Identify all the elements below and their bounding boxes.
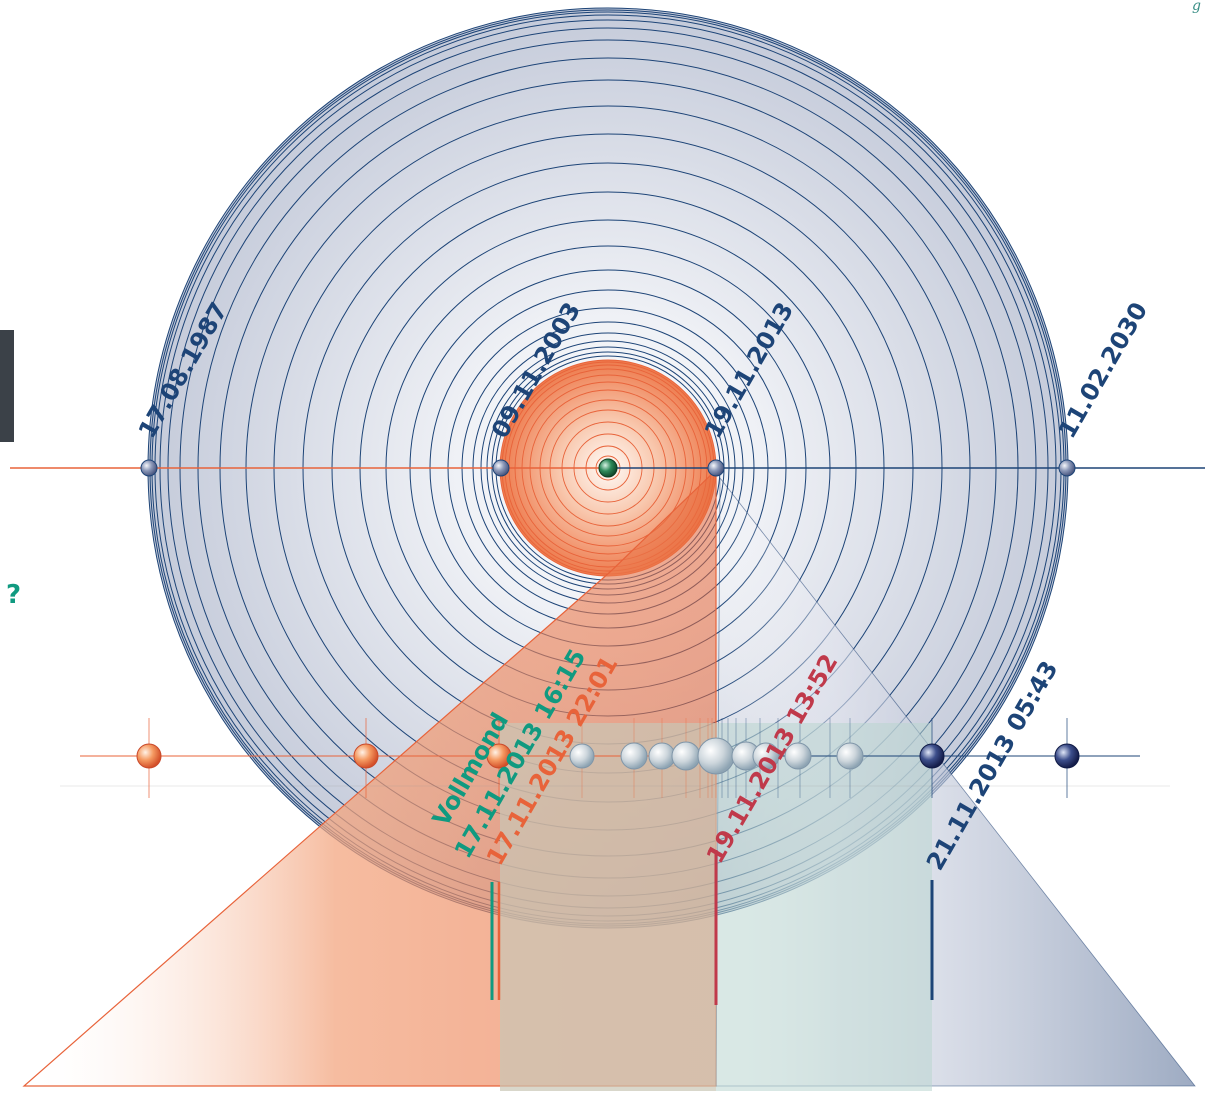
timeline-marker: [136, 743, 162, 769]
timeline-marker: [648, 742, 676, 770]
label-2030: 11.02.2030: [1053, 298, 1153, 443]
timeline-marker: [569, 743, 595, 769]
timeline-marker: [1054, 743, 1080, 769]
zoom-window-left-half: [500, 723, 716, 1091]
corner-text: g: [1192, 0, 1201, 14]
axis-marker-2013: [707, 459, 725, 477]
question-mark: ?: [6, 580, 21, 610]
axis-marker-1987: [140, 459, 158, 477]
timeline-marker: [620, 742, 648, 770]
timeline-marker: [784, 742, 812, 770]
timeline-marker: [697, 737, 735, 775]
axis-marker-2003: [492, 459, 510, 477]
timeline-marker: [919, 743, 945, 769]
timeline-marker: [353, 743, 379, 769]
timeline-marker: [671, 741, 701, 771]
timeline-marker: [752, 742, 780, 770]
axis-marker-2030: [1058, 459, 1076, 477]
timeline-marker: [836, 742, 864, 770]
center-marker: [598, 458, 618, 478]
left-edge-box: [0, 330, 14, 442]
timeline-marker: [486, 743, 512, 769]
timeline-markers: [136, 737, 1080, 775]
